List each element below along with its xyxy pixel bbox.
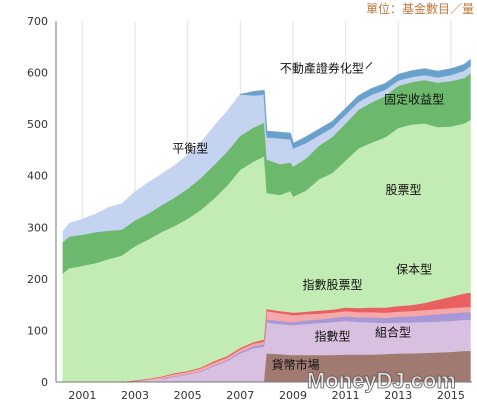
area-固定收益型 bbox=[62, 73, 471, 274]
area-組合型 bbox=[62, 320, 471, 382]
annotation-label: 指數股票型 bbox=[302, 277, 362, 292]
area-series bbox=[62, 59, 472, 383]
y-tick-label: 100 bbox=[27, 324, 48, 337]
annotation-label: 保本型 bbox=[396, 263, 432, 277]
x-tick-label: 2015 bbox=[437, 389, 465, 402]
y-tick-label: 200 bbox=[27, 273, 48, 286]
x-tick-label: 2005 bbox=[174, 389, 202, 402]
x-tick-label: 2011 bbox=[332, 389, 360, 402]
unit-label: 單位：基金數目／量 bbox=[366, 1, 474, 16]
annotation-label: 固定收益型 bbox=[384, 92, 444, 107]
annotation-label: 貨幣市場 bbox=[272, 357, 320, 372]
watermark: MoneyDJ.com bbox=[307, 368, 456, 393]
y-tick-label: 300 bbox=[27, 221, 48, 234]
area-指數型 bbox=[62, 312, 471, 382]
y-tick-label: 0 bbox=[41, 376, 48, 389]
x-tick-label: 2009 bbox=[279, 389, 307, 402]
area-保本型 bbox=[62, 307, 471, 382]
area-股票型 bbox=[62, 120, 471, 382]
annotation-leader bbox=[365, 61, 373, 69]
annotation-leaders bbox=[365, 61, 373, 69]
annotation-label: 股票型 bbox=[386, 183, 422, 197]
annotation-label: 組合型 bbox=[375, 325, 411, 340]
area-平衡型 bbox=[62, 65, 471, 243]
y-tick-label: 400 bbox=[27, 170, 48, 183]
x-tick-label: 2013 bbox=[384, 389, 412, 402]
x-tick-labels: 2001 2003 2005 2007 2009 2011 2013 2015 bbox=[68, 389, 465, 402]
y-tick-label: 700 bbox=[27, 15, 48, 28]
y-tick-labels: 0 100 200 300 400 500 600 700 bbox=[27, 15, 48, 389]
area-edge-不動產證券化型 bbox=[240, 59, 472, 145]
area-貨幣市場 bbox=[62, 351, 471, 382]
x-tick-label: 2003 bbox=[121, 389, 149, 402]
x-tick-label: 2007 bbox=[226, 389, 254, 402]
y-tick-label: 600 bbox=[27, 67, 48, 80]
x-tick-label: 2001 bbox=[68, 389, 96, 402]
annotation-label: 平衡型 bbox=[172, 142, 208, 156]
y-tick-label: 500 bbox=[27, 118, 48, 131]
annotation-label: 指數型 bbox=[314, 329, 350, 344]
annotation-label: 不動產證券化型 bbox=[280, 61, 364, 76]
